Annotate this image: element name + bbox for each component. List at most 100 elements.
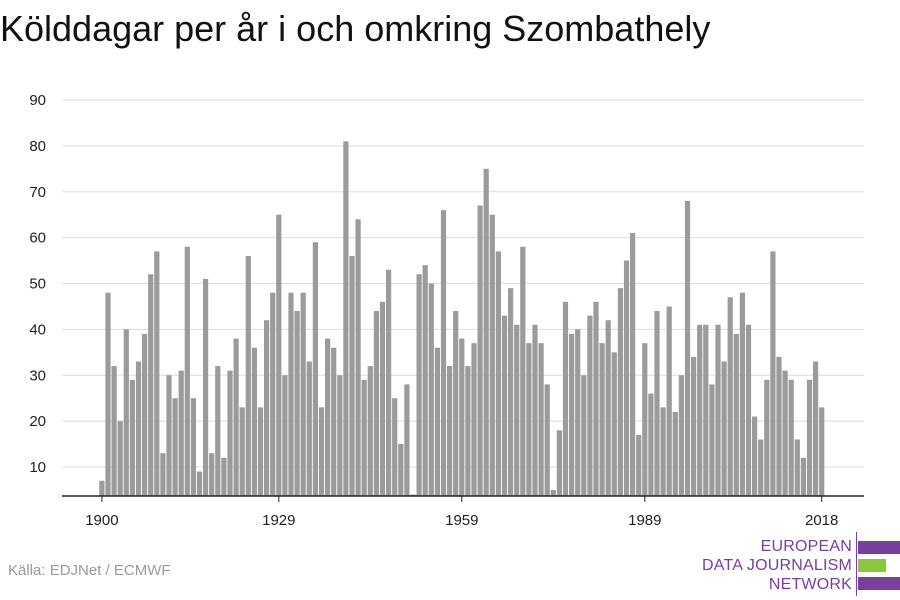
bars (99, 141, 825, 497)
bar-1931 (288, 292, 294, 496)
bar-1980 (587, 315, 593, 496)
bar-1907 (142, 333, 148, 496)
bar-1963 (483, 168, 489, 496)
bar-1999 (703, 324, 709, 496)
bar-1916 (196, 471, 203, 496)
bar-1972 (538, 343, 544, 496)
bar-1940 (343, 141, 349, 497)
bar-1969 (520, 246, 526, 496)
bar-1968 (514, 324, 520, 496)
bar-1924 (245, 255, 251, 496)
bar-1976 (562, 301, 569, 496)
logo-bar-purple-bottom (858, 577, 900, 590)
source-credit: Källa: EDJNet / ECMWF (8, 562, 171, 579)
bar-1998 (697, 324, 703, 496)
bar-1958 (453, 311, 459, 496)
bar-1920 (221, 457, 227, 496)
logo-divider (856, 532, 857, 596)
logo-line-3: NETWORK (768, 576, 852, 593)
bar-1906 (135, 361, 142, 496)
y-tick-label-60: 60 (29, 230, 46, 247)
bar-1904 (123, 329, 129, 497)
bar-1986 (623, 260, 630, 496)
edjnet-logo: EUROPEAN DATA JOURNALISM NETWORK (702, 528, 900, 600)
bar-2001 (715, 324, 721, 496)
bar-1977 (569, 333, 575, 496)
bar-1967 (508, 288, 514, 496)
bar-1970 (526, 343, 532, 496)
bar-1925 (251, 347, 257, 496)
bar-2002 (721, 361, 727, 496)
y-tick-label-20: 20 (29, 413, 46, 430)
y-tick-label-80: 80 (29, 138, 46, 155)
bar-2007 (752, 416, 758, 496)
bar-1936 (318, 407, 325, 496)
bar-1942 (355, 219, 361, 496)
bar-1987 (630, 233, 636, 497)
y-tick-label-70: 70 (29, 184, 46, 201)
bar-1961 (471, 343, 477, 496)
bar-2008 (758, 439, 764, 496)
bar-2000 (709, 384, 715, 496)
bar-1991 (654, 311, 660, 496)
bar-1952 (416, 274, 422, 496)
bar-1922 (233, 338, 239, 496)
bar-1985 (617, 288, 623, 496)
y-tick-label-30: 30 (29, 367, 46, 384)
bar-1990 (648, 393, 654, 496)
bar-1960 (465, 366, 471, 496)
bar-1933 (300, 292, 306, 496)
bar-1939 (337, 375, 343, 496)
bar-2012 (782, 370, 788, 496)
bar-1953 (422, 265, 428, 496)
tick-labels: 10 20 30 40 50 60 70 80 90 1900 1929 1959 1989 2018 (29, 92, 838, 529)
bar-1927 (264, 320, 270, 496)
bar-1910 (160, 453, 166, 496)
bar-1938 (331, 347, 337, 496)
bar-2006 (745, 324, 752, 496)
bar-1921 (227, 370, 233, 496)
x-tick-label-1900: 1900 (85, 512, 118, 529)
bar-1966 (501, 315, 508, 496)
x-tick-label-1929: 1929 (262, 512, 295, 529)
bar-1996 (684, 200, 691, 497)
bar-1984 (611, 352, 617, 496)
bar-2014 (794, 439, 800, 496)
bar-2017 (813, 361, 819, 496)
bar-1912 (172, 398, 178, 496)
bar-1923 (239, 407, 245, 496)
bar-1964 (489, 214, 495, 496)
bar-1905 (129, 379, 135, 496)
bar-1971 (532, 324, 538, 496)
x-tick-label-1989: 1989 (628, 512, 661, 529)
bar-1926 (257, 407, 264, 496)
bar-2016 (806, 379, 813, 496)
bar-1978 (575, 329, 581, 497)
bar-2015 (800, 457, 806, 496)
bar-2005 (739, 292, 745, 496)
bar-1949 (398, 444, 404, 496)
bar-1982 (599, 343, 605, 496)
bar-1908 (148, 274, 154, 496)
bar-1954 (428, 283, 434, 496)
chart-title: Kölddagar per år i och omkring Szombathe… (0, 8, 711, 49)
bar-1937 (325, 338, 331, 496)
bar-1975 (556, 430, 562, 496)
bar-1995 (678, 375, 684, 496)
bar-1955 (434, 347, 440, 496)
bar-1944 (367, 366, 373, 496)
bar-1909 (154, 251, 160, 496)
bar-1919 (215, 366, 221, 496)
bar-1959 (459, 338, 465, 496)
bar-2003 (727, 297, 733, 496)
x-tick-label-1959: 1959 (445, 512, 478, 529)
logo-bar-green (858, 559, 886, 572)
bar-1932 (294, 311, 300, 496)
y-tick-label-90: 90 (29, 92, 46, 109)
bar-1918 (209, 453, 215, 496)
logo-line-2: DATA JOURNALISM (702, 557, 852, 574)
bar-2013 (788, 379, 794, 496)
bar-1929 (276, 214, 282, 496)
bar-1945 (373, 311, 379, 496)
bar-1956 (440, 210, 447, 496)
